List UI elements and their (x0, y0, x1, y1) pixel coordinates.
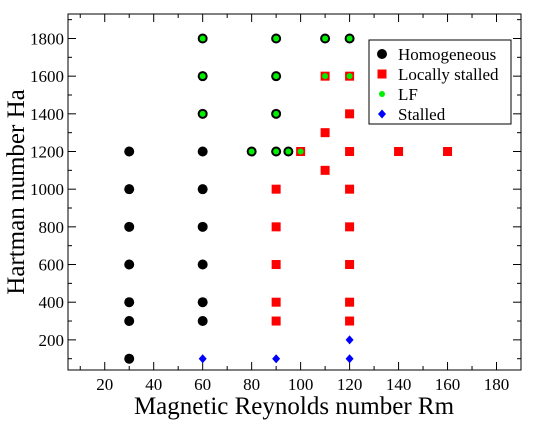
locally-stalled-point (345, 297, 355, 307)
homogeneous-point (197, 259, 208, 270)
locally-stalled-point (271, 222, 281, 232)
x-tick-label: 20 (96, 375, 113, 394)
legend-label-locally-stalled: Locally stalled (398, 65, 499, 84)
locally-stalled-point (345, 316, 355, 326)
x-tick-label: 160 (435, 375, 461, 394)
lf-point (322, 73, 329, 80)
homogeneous-point (197, 316, 208, 327)
axis-ticks: 20 40 60 80 100 120 140 160 180 200 400 600 800 1000 1… (30, 14, 522, 394)
y-tick-label: 1600 (30, 67, 64, 86)
homogeneous-point (197, 297, 208, 308)
lf-point (322, 35, 329, 42)
lf-point (199, 35, 206, 42)
legend-marker-lf (379, 91, 385, 97)
y-tick-label: 800 (39, 218, 65, 237)
lf-point (248, 148, 255, 155)
y-tick-label: 400 (39, 293, 65, 312)
stalled-point (272, 354, 281, 364)
x-tick-label: 80 (243, 375, 260, 394)
locally-stalled-point (345, 147, 355, 157)
x-tick-label: 180 (484, 375, 510, 394)
y-tick-label: 1000 (30, 180, 64, 199)
x-tick-label: 40 (145, 375, 162, 394)
x-tick-label: 120 (337, 375, 363, 394)
homogeneous-point (124, 297, 135, 308)
stalled-point (198, 354, 207, 364)
lf-point (199, 110, 206, 117)
legend-marker-stalled (378, 109, 386, 119)
lf-point (273, 110, 280, 117)
x-axis-title: Magnetic Reynolds number Rm (134, 393, 455, 420)
locally-stalled-point (271, 297, 281, 307)
locally-stalled-point (271, 316, 281, 326)
homogeneous-point (124, 353, 135, 364)
homogeneous-point (124, 259, 135, 270)
locally-stalled-point (394, 147, 404, 157)
y-tick-label: 600 (39, 256, 65, 275)
legend-label-lf: LF (398, 85, 418, 104)
locally-stalled-point (345, 222, 355, 232)
lf-point (297, 148, 304, 155)
x-tick-label: 60 (194, 375, 211, 394)
legend-label-stalled: Stalled (398, 105, 446, 124)
legend-marker-homogeneous (377, 49, 387, 59)
locally-stalled-point (271, 260, 281, 270)
homogeneous-point (197, 146, 208, 157)
y-tick-label: 1400 (30, 105, 64, 124)
locally-stalled-point (345, 184, 355, 194)
locally-stalled-point (320, 165, 330, 175)
lf-point (346, 35, 353, 42)
homogeneous-point (124, 316, 135, 327)
lf-point (346, 73, 353, 80)
locally-stalled-point (443, 147, 453, 157)
data-marks (124, 33, 453, 364)
locally-stalled-point (345, 260, 355, 270)
plot-frame (67, 13, 522, 371)
x-tick-label: 140 (386, 375, 412, 394)
stalled-point (345, 354, 354, 364)
homogeneous-point (197, 184, 208, 195)
stalled-point (345, 335, 354, 345)
y-axis-title: Hartman number Ha (3, 89, 30, 294)
legend-marker-locally-stalled (377, 69, 387, 79)
homogeneous-point (124, 146, 135, 157)
lf-point (273, 148, 280, 155)
locally-stalled-point (345, 109, 355, 119)
lf-point (273, 35, 280, 42)
homogeneous-point (124, 221, 135, 232)
legend-box (368, 39, 512, 125)
lf-point (273, 73, 280, 80)
lf-point (285, 148, 292, 155)
x-tick-label: 100 (288, 375, 314, 394)
y-tick-label: 1200 (30, 143, 64, 162)
legend-label-homogeneous: Homogeneous (398, 45, 496, 64)
y-tick-label: 1800 (30, 29, 64, 48)
lf-point (199, 73, 206, 80)
locally-stalled-point (320, 128, 330, 138)
homogeneous-point (124, 184, 135, 195)
y-tick-label: 200 (39, 331, 65, 350)
locally-stalled-point (271, 184, 281, 194)
homogeneous-point (197, 221, 208, 232)
